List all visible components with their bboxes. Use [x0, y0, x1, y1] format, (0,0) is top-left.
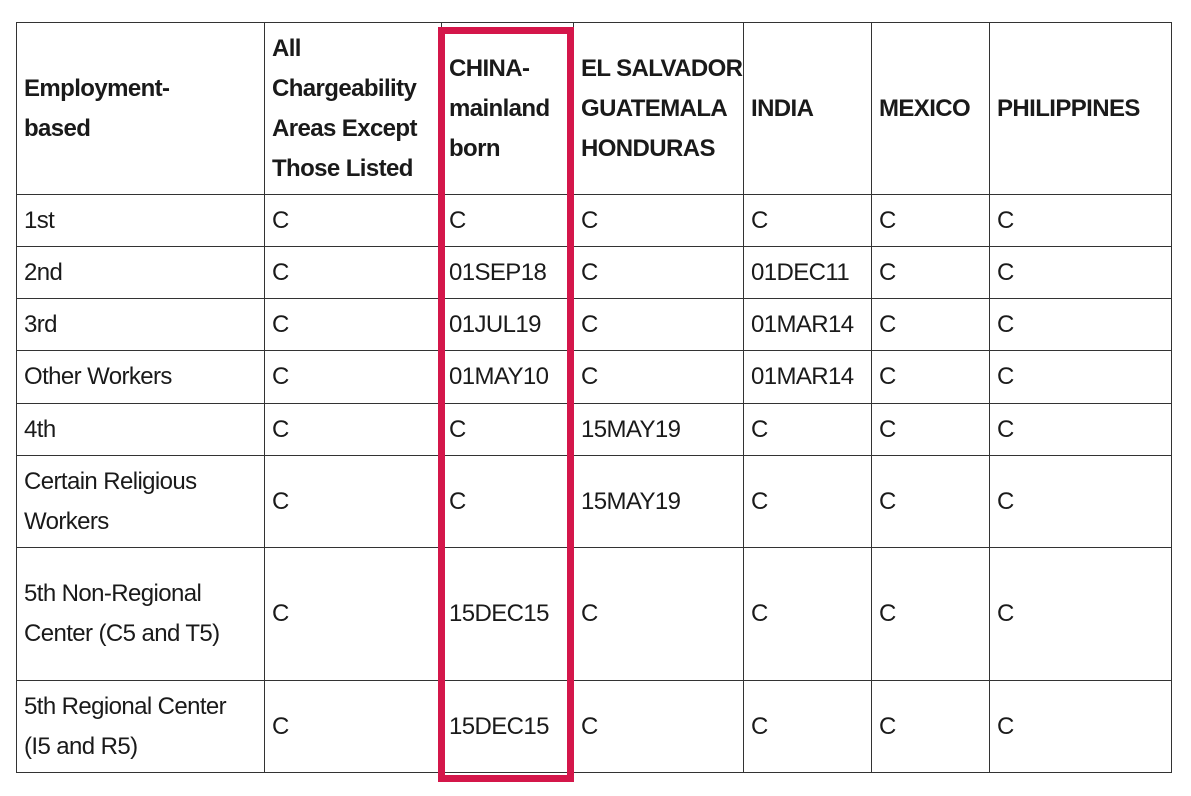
- cell-value: C: [264, 246, 442, 299]
- cell-value: 01MAR14: [743, 298, 872, 351]
- row-category: 2nd: [16, 246, 265, 299]
- row-category: 5th Non-Regional Center (C5 and T5): [16, 547, 265, 681]
- cell-value: C: [871, 246, 990, 299]
- cell-value: 15DEC15: [441, 680, 574, 773]
- cell-value: C: [743, 403, 872, 456]
- cell-value: C: [573, 246, 744, 299]
- cell-value: C: [871, 403, 990, 456]
- table-row: Other Workers C 01MAY10 C 01MAR14 C C: [16, 350, 1172, 404]
- header-india: INDIA: [743, 22, 872, 195]
- cell-value: C: [264, 403, 442, 456]
- header-el-salvador: EL SALVADOR GUATEMALA HONDURAS: [573, 22, 744, 195]
- table-row: 2nd C 01SEP18 C 01DEC11 C C: [16, 246, 1172, 299]
- table-row: 5th Regional Center (I5 and R5) C 15DEC15 C…: [16, 680, 1172, 773]
- cell-value: 15MAY19: [573, 403, 744, 456]
- cell-value: C: [441, 194, 574, 247]
- cell-value: C: [989, 350, 1172, 404]
- cell-value: C: [989, 246, 1172, 299]
- row-category: 4th: [16, 403, 265, 456]
- table-row: 1st C C C C C C: [16, 194, 1172, 247]
- cell-value: C: [989, 194, 1172, 247]
- cell-value: C: [441, 403, 574, 456]
- row-category: 5th Regional Center (I5 and R5): [16, 680, 265, 773]
- cell-value: C: [264, 455, 442, 548]
- table-row: 4th C C 15MAY19 C C C: [16, 403, 1172, 456]
- table-row: 5th Non-Regional Center (C5 and T5) C 15DE…: [16, 547, 1172, 681]
- cell-value: C: [264, 680, 442, 773]
- cell-value: 01SEP18: [441, 246, 574, 299]
- cell-value: C: [989, 680, 1172, 773]
- cell-value: C: [573, 298, 744, 351]
- header-employment-based: Employment-based: [16, 22, 265, 195]
- cell-value: 15MAY19: [573, 455, 744, 548]
- row-category: Other Workers: [16, 350, 265, 404]
- cell-value: C: [573, 350, 744, 404]
- cell-value: 01JUL19: [441, 298, 574, 351]
- cell-value: C: [264, 194, 442, 247]
- cell-value: C: [989, 547, 1172, 681]
- cell-value: C: [743, 455, 872, 548]
- cell-value: C: [441, 455, 574, 548]
- cell-value: C: [743, 194, 872, 247]
- table-row: 3rd C 01JUL19 C 01MAR14 C C: [16, 298, 1172, 351]
- table-row: Certain Religious Workers C C 15MAY19 C C C: [16, 455, 1172, 548]
- header-row: Employment-based All Chargeability Areas…: [16, 22, 1172, 195]
- cell-value: C: [871, 194, 990, 247]
- cell-value: C: [871, 547, 990, 681]
- cell-value: C: [743, 547, 872, 681]
- cell-value: C: [573, 194, 744, 247]
- cell-value: C: [871, 455, 990, 548]
- cell-value: C: [264, 298, 442, 351]
- row-category: 1st: [16, 194, 265, 247]
- header-philippines: PHILIPPINES: [989, 22, 1172, 195]
- cell-value: C: [871, 298, 990, 351]
- cell-value: 15DEC15: [441, 547, 574, 681]
- visa-bulletin-table: Employment-based All Chargeability Areas…: [16, 22, 1172, 773]
- cell-value: C: [989, 455, 1172, 548]
- header-china: CHINA-mainland born: [441, 22, 574, 195]
- cell-value: C: [871, 350, 990, 404]
- cell-value: 01MAR14: [743, 350, 872, 404]
- cell-value: 01DEC11: [743, 246, 872, 299]
- row-category: 3rd: [16, 298, 265, 351]
- row-category: Certain Religious Workers: [16, 455, 265, 548]
- cell-value: C: [264, 547, 442, 681]
- header-all-chargeability: All Chargeability Areas Except Those Lis…: [264, 22, 442, 195]
- cell-value: C: [871, 680, 990, 773]
- header-mexico: MEXICO: [871, 22, 990, 195]
- cell-value: C: [743, 680, 872, 773]
- cell-value: C: [573, 680, 744, 773]
- cell-value: C: [264, 350, 442, 404]
- cell-value: C: [573, 547, 744, 681]
- cell-value: 01MAY10: [441, 350, 574, 404]
- cell-value: C: [989, 403, 1172, 456]
- cell-value: C: [989, 298, 1172, 351]
